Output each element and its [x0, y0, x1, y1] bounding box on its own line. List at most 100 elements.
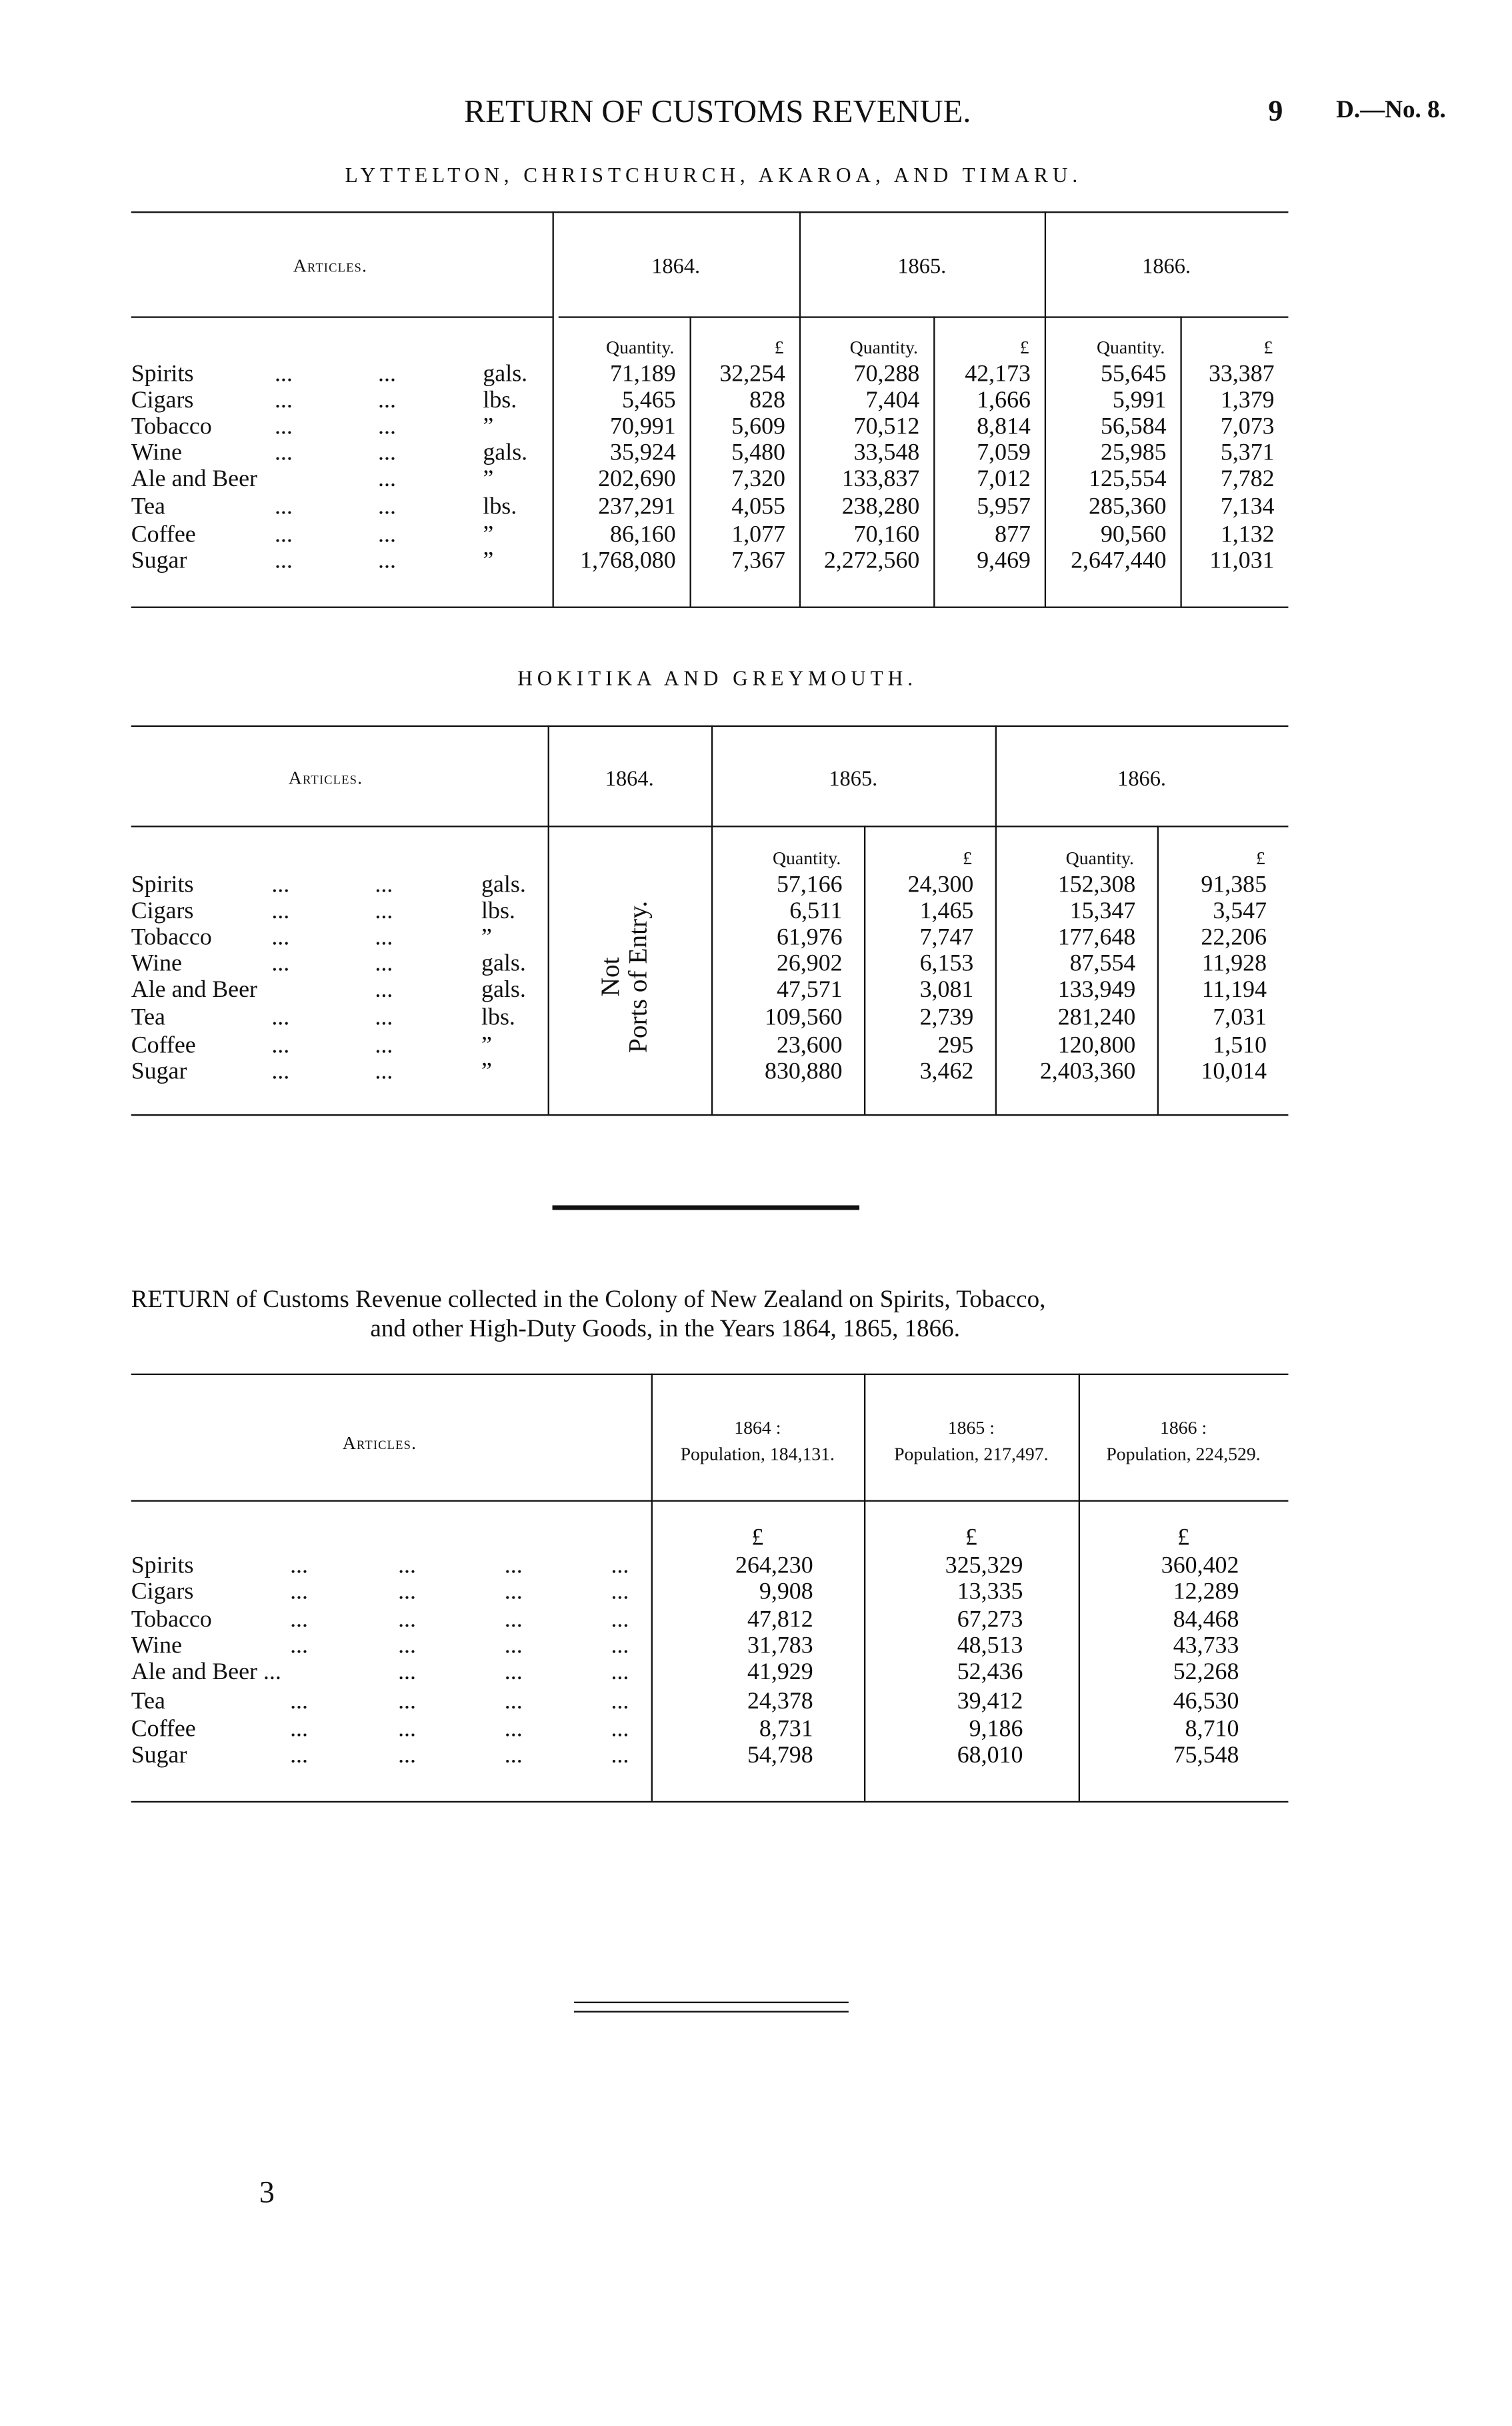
leader-dots: ... — [504, 1742, 523, 1769]
leader-dots: ... — [375, 1058, 393, 1085]
table-cell: 68,010 — [957, 1742, 1023, 1769]
article-name: Spirits — [131, 1552, 194, 1579]
table-cell: 7,747 — [919, 924, 974, 951]
table-cell: 5,609 — [731, 413, 785, 440]
table-cell: 56,584 — [1100, 413, 1167, 440]
article-name: Cigars — [131, 387, 194, 414]
table-cell: 1,768,080 — [580, 547, 676, 574]
article-name: Tea — [131, 493, 165, 520]
leader-dots: ... — [611, 1632, 629, 1659]
leader-dots: ... — [375, 1032, 393, 1059]
leader-dots: ... — [504, 1659, 523, 1686]
year-header: 1864 : — [734, 1416, 781, 1438]
table-cell: 91,385 — [1201, 872, 1267, 898]
pound-subheader: £ — [1255, 847, 1265, 869]
leader-dots: ... — [271, 950, 290, 977]
table-cell: 9,469 — [977, 547, 1031, 574]
article-name: Ale and Beer — [131, 465, 257, 493]
year-header: 1865 : — [947, 1416, 995, 1438]
table-cell: 24,300 — [907, 872, 974, 898]
table-cell: 70,512 — [853, 413, 920, 440]
column-divider — [1180, 316, 1182, 607]
articles-header: Articles. — [293, 254, 368, 277]
table-cell: 11,194 — [1201, 976, 1267, 1004]
leader-dots: ... — [398, 1659, 416, 1686]
table-cell: 7,012 — [977, 465, 1031, 493]
not-ports-line1: Not — [595, 957, 625, 997]
population-header: Population, 184,131. — [680, 1442, 835, 1465]
table-cell: 7,134 — [1220, 493, 1275, 520]
table-cell: 238,280 — [841, 493, 920, 520]
article-name: Coffee — [131, 1716, 196, 1742]
leader-dots: ... — [290, 1579, 308, 1606]
column-divider — [552, 211, 554, 607]
article-name: Tobacco — [131, 1606, 212, 1632]
table-cell: 1,510 — [1213, 1032, 1267, 1059]
table-cell: 2,647,440 — [1071, 547, 1167, 574]
leader-dots: ... — [504, 1579, 523, 1606]
document-reference: D.—No. 8. — [1336, 97, 1446, 124]
leader-dots: ... — [290, 1687, 308, 1714]
table-cell: 237,291 — [598, 493, 676, 520]
leader-dots: ... — [274, 493, 293, 520]
leader-dots: ... — [375, 924, 393, 951]
not-ports-line2: Ports of Entry. — [623, 900, 653, 1053]
leader-dots: ... — [378, 439, 396, 466]
leader-dots: ... — [378, 361, 396, 387]
table-cell: 1,465 — [919, 898, 974, 925]
table-cell: 1,132 — [1220, 521, 1275, 548]
table-cell: 12,289 — [1173, 1579, 1239, 1606]
quantity-subheader: Quantity. — [772, 847, 841, 869]
article-name: Tobacco — [131, 413, 212, 440]
leader-dots: ... — [398, 1742, 416, 1769]
rule-header — [131, 826, 1289, 828]
unit: ” — [481, 1032, 493, 1059]
table-cell: 70,991 — [610, 413, 676, 440]
year-header: 1864. — [651, 256, 701, 279]
table-cell: 7,404 — [865, 387, 920, 414]
table-cell: 84,468 — [1173, 1606, 1239, 1632]
unit: gals. — [481, 872, 526, 898]
table-cell: 5,480 — [731, 439, 785, 466]
article-name: Sugar — [131, 1742, 187, 1769]
leader-dots: ... — [378, 465, 396, 493]
table-cell: 109,560 — [765, 1004, 843, 1031]
section-divider-rule — [552, 1205, 860, 1210]
unit: ” — [483, 521, 494, 548]
table-cell: 285,360 — [1089, 493, 1167, 520]
pound-subheader: £ — [965, 1524, 977, 1551]
table-cell: 5,957 — [977, 493, 1031, 520]
table-cell: 295 — [937, 1032, 974, 1059]
year-header: 1865. — [829, 768, 878, 792]
table-cell: 35,924 — [610, 439, 676, 466]
table-cell: 54,798 — [747, 1742, 813, 1769]
column-divider — [1078, 1373, 1081, 1801]
pound-subheader: £ — [963, 847, 973, 869]
table-cell: 828 — [749, 387, 785, 414]
table-cell: 48,513 — [957, 1632, 1023, 1659]
leader-dots: ... — [398, 1632, 416, 1659]
table-cell: 3,081 — [919, 976, 974, 1004]
signature-number: 3 — [259, 2176, 275, 2211]
column-divider — [547, 725, 549, 1114]
leader-dots: ... — [398, 1606, 416, 1632]
unit: gals. — [481, 950, 526, 977]
rule-top — [131, 725, 1289, 728]
leader-dots: ... — [504, 1606, 523, 1632]
table3-caption-line2: and other High-Duty Goods, in the Years … — [370, 1316, 960, 1343]
leader-dots: ... — [504, 1632, 523, 1659]
table-cell: 7,073 — [1220, 413, 1275, 440]
article-name: Sugar — [131, 547, 187, 574]
leader-dots: ... — [378, 493, 396, 520]
article-name: Cigars — [131, 898, 194, 925]
leader-dots: ... — [274, 361, 293, 387]
table-cell: 32,254 — [719, 361, 785, 387]
population-header: Population, 217,497. — [894, 1442, 1049, 1465]
quantity-subheader: Quantity. — [1096, 336, 1165, 358]
table-cell: 8,731 — [759, 1716, 813, 1742]
leader-dots: ... — [290, 1742, 308, 1769]
table-cell: 22,206 — [1201, 924, 1267, 951]
leader-dots: ... — [611, 1659, 629, 1686]
article-name: Tea — [131, 1687, 165, 1714]
